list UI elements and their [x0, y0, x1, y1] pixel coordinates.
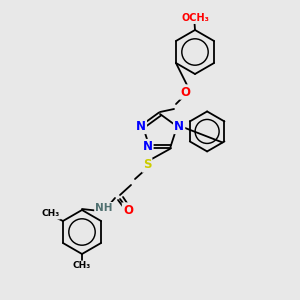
Text: CH₃: CH₃	[42, 209, 60, 218]
Text: OCH₃: OCH₃	[181, 13, 209, 23]
Text: N: N	[136, 120, 146, 133]
Text: NH: NH	[95, 203, 113, 213]
Text: O: O	[123, 203, 133, 217]
Text: CH₃: CH₃	[73, 262, 91, 271]
Text: N: N	[174, 120, 184, 133]
Text: O: O	[180, 85, 190, 98]
Text: N: N	[142, 140, 152, 153]
Text: S: S	[143, 158, 151, 172]
